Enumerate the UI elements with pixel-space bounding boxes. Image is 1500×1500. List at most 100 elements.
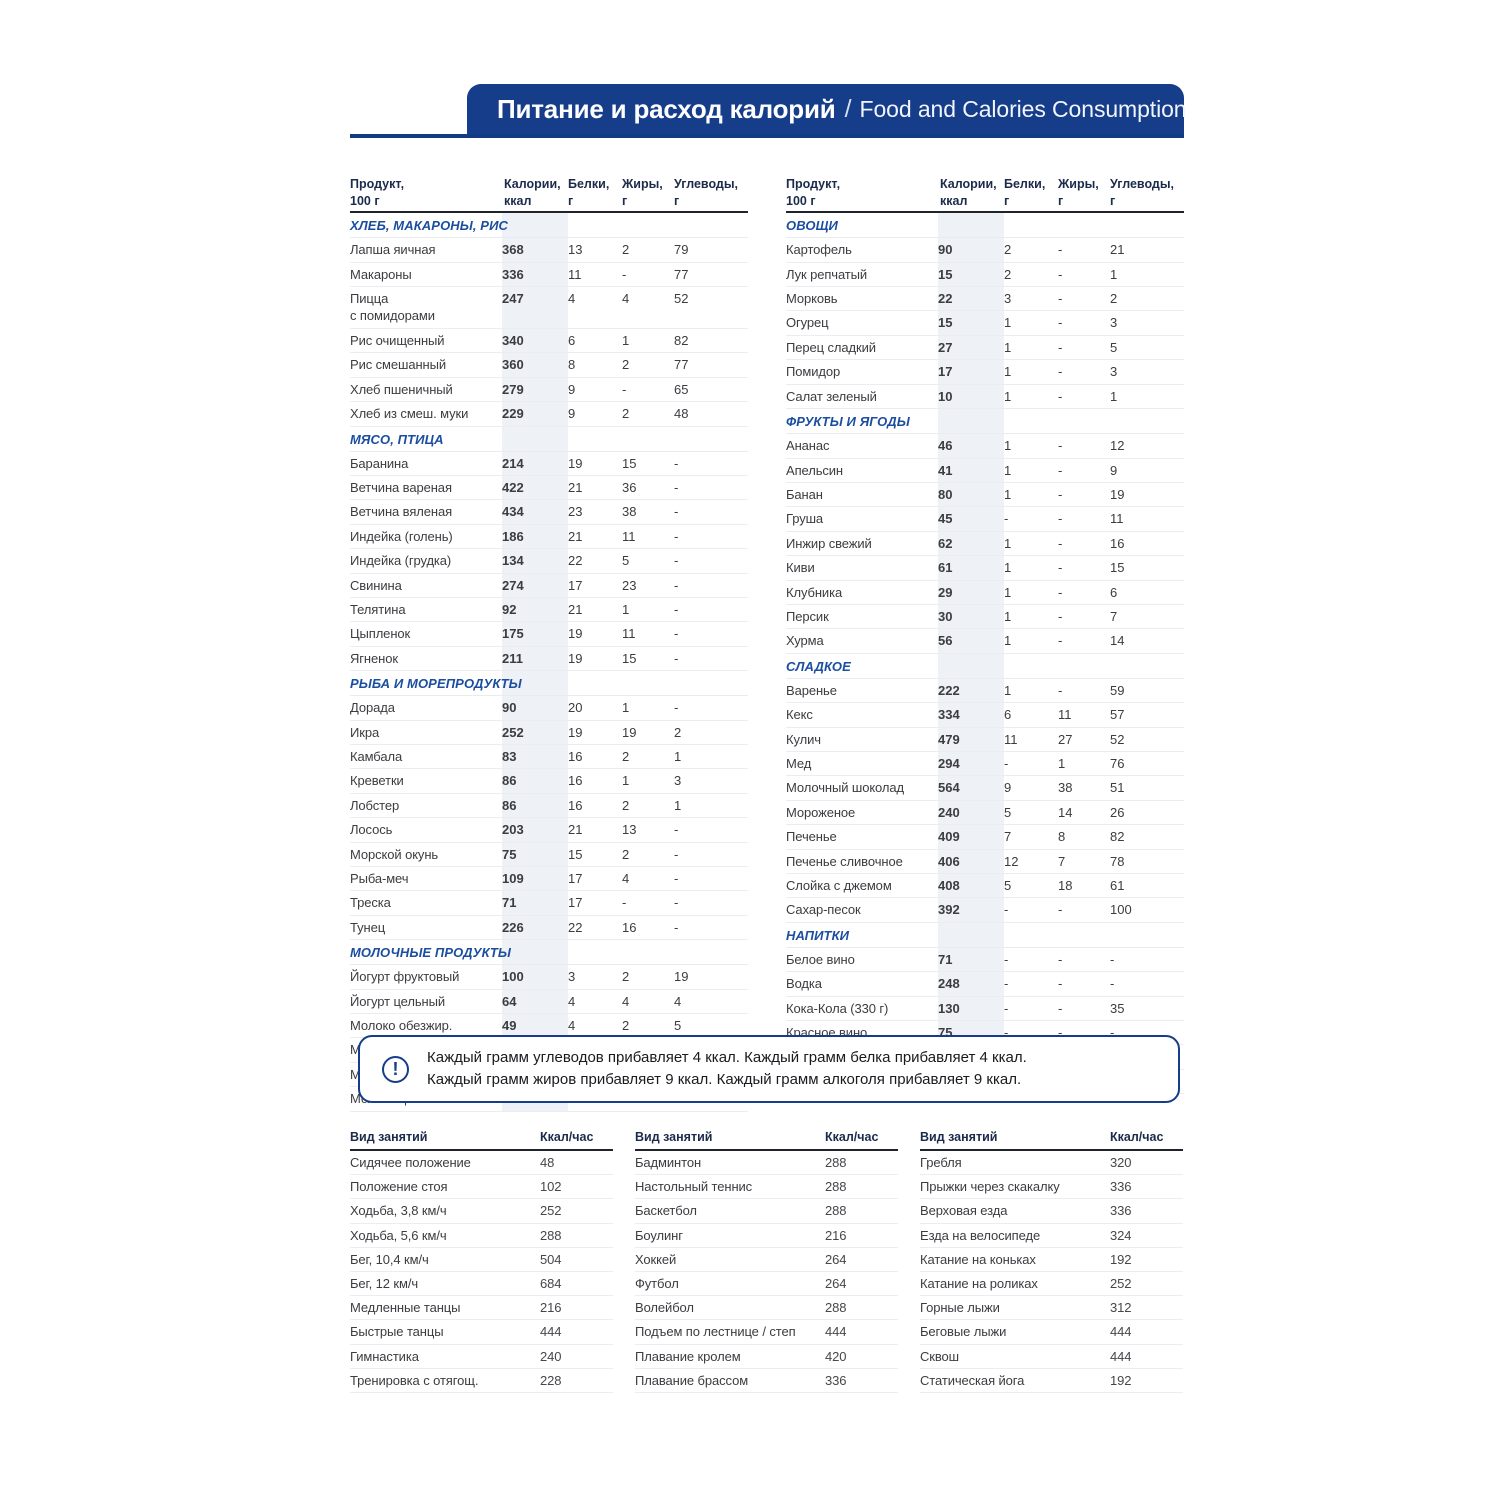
activity-table-3: Вид занятий Ккал/час Гребля 320 Прыжки через… <box>920 1130 1183 1393</box>
activity-rate-value: 216 <box>540 1295 613 1321</box>
fat-value: 11 <box>1058 702 1110 728</box>
table-row: Киви 61 1-15 <box>786 555 1184 581</box>
protein-value: 5 <box>1004 800 1058 826</box>
calories-band-spacer <box>938 212 1004 239</box>
product-name: Молочный шоколад <box>786 775 938 801</box>
calories-value: 41 <box>938 458 1004 483</box>
spacer-cell <box>674 670 748 697</box>
table-row: Мороженое 240 5 14 26 <box>786 800 1184 826</box>
product-name: Лобстер <box>350 793 502 819</box>
calories-value: 340 <box>502 328 568 354</box>
calories-value: 368 <box>502 237 568 263</box>
carbs-value: 100 <box>1110 897 1184 923</box>
activity-rate-value: 444 <box>1110 1344 1183 1369</box>
calories-value: 90 <box>938 237 1004 263</box>
protein-value: 1 <box>1004 433 1058 459</box>
section-heading-label: СЛАДКОЕ <box>786 658 851 674</box>
activity-name: Беговые лыжи <box>920 1319 1110 1345</box>
section-heading: МЯСО, ПТИЦА <box>350 426 502 452</box>
section-heading-label: МЯСО, ПТИЦА <box>350 431 444 447</box>
table-row: Быстрые танцы 444 <box>350 1319 613 1345</box>
table-header-row: Продукт, 100 г Калории, ккал Белки, г Жиры,… <box>786 176 1184 214</box>
product-name: Рис очищенный <box>350 328 502 354</box>
fat-value: 2 <box>622 744 674 770</box>
activity-body: Сидячее положение 48 Положение стоя 102 Ходь… <box>350 1150 613 1393</box>
section-heading-row: СЛАДКОЕ <box>786 653 1184 679</box>
calories-value: 75 <box>502 842 568 868</box>
table-row: Лук репчатый 15 2-1 <box>786 262 1184 288</box>
activity-table-1: Вид занятий Ккал/час Сидячее положение 48 По… <box>350 1130 613 1393</box>
spacer-cell <box>674 426 748 452</box>
activity-name: Подъем по лестнице / степ <box>635 1319 825 1345</box>
product-name: Кулич <box>786 727 938 752</box>
section-heading-row: ХЛЕБ, МАКАРОНЫ, РИС <box>350 212 748 239</box>
fat-value: 16 <box>622 915 674 941</box>
calories-value: 86 <box>502 793 568 819</box>
fat-value: 1 <box>622 597 674 623</box>
section-heading-row: ФРУКТЫ И ЯГОДЫ <box>786 408 1184 435</box>
protein-value: 11 <box>1004 727 1058 752</box>
protein-value: 4 <box>568 286 622 329</box>
carbs-value: 3 <box>1110 359 1184 385</box>
col-header-activity: Вид занятий <box>920 1130 1110 1151</box>
carbs-value: 3 <box>674 768 748 794</box>
activity-name: Сидячее положение <box>350 1150 540 1176</box>
carbs-value: - <box>674 842 748 868</box>
product-name: Макароны <box>350 262 502 288</box>
fat-value: 2 <box>622 842 674 868</box>
product-name: Хурма <box>786 628 938 654</box>
section-heading-row: РЫБА И МОРЕПРОДУКТЫ <box>350 670 748 697</box>
fat-value: - <box>1058 359 1110 385</box>
fat-value: 18 <box>1058 873 1110 899</box>
activity-rate-value: 444 <box>540 1319 613 1345</box>
table-row: Прыжки через скакалку 336 <box>920 1174 1183 1200</box>
table-row: Картофель 90 2-21 <box>786 237 1184 263</box>
protein-value: 1 <box>1004 628 1058 654</box>
calories-value: 62 <box>938 531 1004 557</box>
activity-name: Баскетбол <box>635 1198 825 1224</box>
spacer-cell <box>568 426 622 452</box>
product-name: Варенье <box>786 678 938 704</box>
table-row: Апельсин 41 1-9 <box>786 458 1184 483</box>
protein-value: 21 <box>568 524 622 550</box>
spacer-cell <box>568 212 622 239</box>
protein-value: 16 <box>568 793 622 819</box>
fat-value: - <box>622 377 674 403</box>
fat-value: - <box>622 890 674 916</box>
spacer-cell <box>1058 653 1110 679</box>
product-name: Салат зеленый <box>786 384 938 410</box>
fat-value: 15 <box>622 646 674 672</box>
carbs-value: - <box>674 890 748 916</box>
product-name: Свинина <box>350 573 502 598</box>
table-row: Белое вино 71- - - <box>786 947 1184 973</box>
table-row: Перец сладкий 27 1-5 <box>786 335 1184 361</box>
calories-value: 564 <box>938 775 1004 801</box>
product-name: Мороженое <box>786 800 938 826</box>
protein-value: 22 <box>568 915 622 941</box>
col-header-rate: Ккал/час <box>540 1130 613 1151</box>
fat-value: - <box>622 262 674 288</box>
carbs-value: - <box>674 475 748 501</box>
protein-value: 3 <box>1004 286 1058 312</box>
col-header-rate: Ккал/час <box>1110 1130 1183 1151</box>
calories-value: 30 <box>938 604 1004 630</box>
calories-band-spacer <box>502 670 568 697</box>
fat-value: - <box>1058 897 1110 923</box>
activity-rate-value: 264 <box>825 1271 898 1297</box>
table-row: Настольный теннис 288 <box>635 1174 898 1200</box>
carbs-value: 7 <box>1110 604 1184 630</box>
table-row: Ананас 46 1-12 <box>786 433 1184 459</box>
table-row: Свинина 274 17 23- <box>350 573 748 598</box>
spacer-cell <box>1058 212 1110 239</box>
calories-value: 64 <box>502 989 568 1015</box>
activity-rate-value: 252 <box>540 1198 613 1224</box>
carbs-value: - <box>674 866 748 892</box>
nutrition-column-right: Продукт, 100 г Калории, ккал Белки, г Жиры,… <box>786 176 1184 1112</box>
product-name: Апельсин <box>786 458 938 483</box>
section-heading-label: МОЛОЧНЫЕ ПРОДУКТЫ <box>350 945 511 961</box>
product-name: Цыпленок <box>350 621 502 647</box>
info-line-2: Каждый грамм жиров прибавляет 9 ккал. Ка… <box>427 1071 1022 1088</box>
calories-value: 252 <box>502 720 568 745</box>
activity-rate-value: 444 <box>825 1319 898 1345</box>
protein-value: 1 <box>1004 310 1058 336</box>
